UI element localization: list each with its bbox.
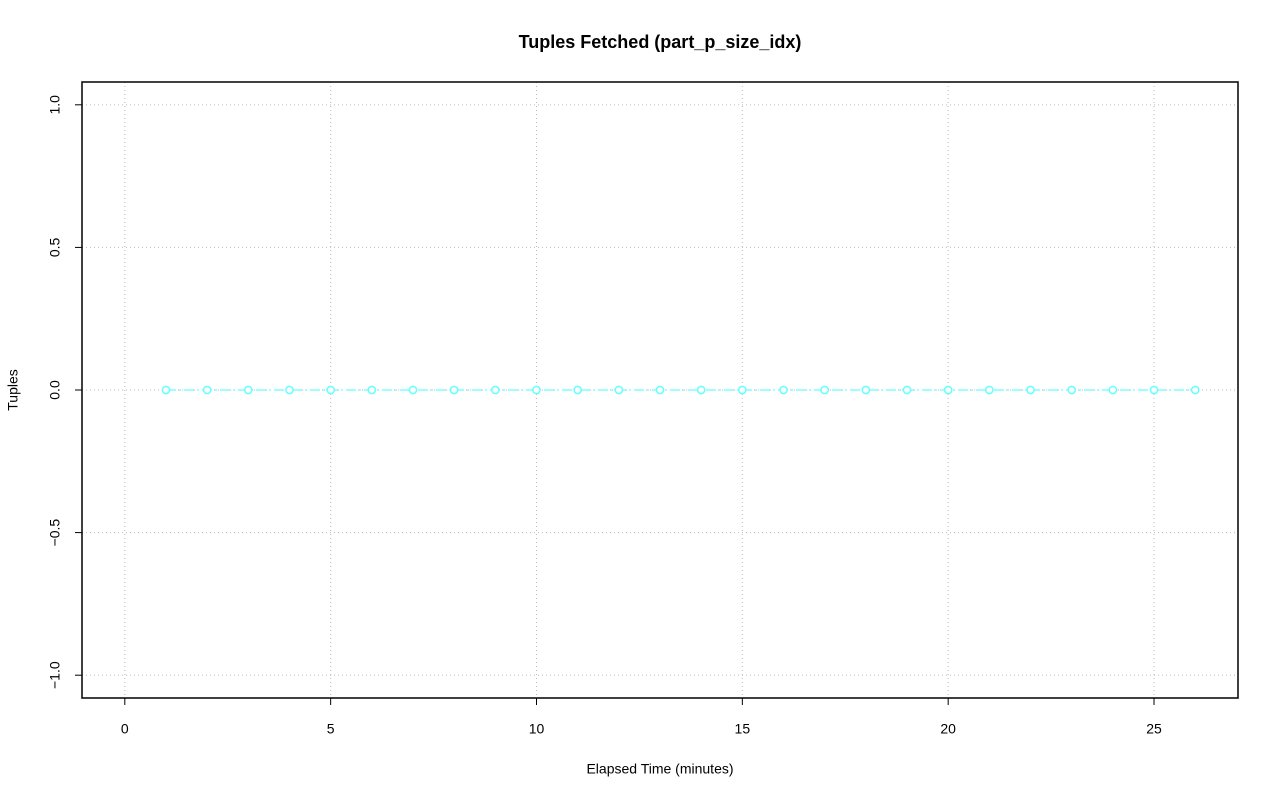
data-point — [573, 385, 583, 395]
data-point — [861, 385, 871, 395]
data-point — [614, 385, 624, 395]
x-tick-label: 0 — [121, 721, 129, 737]
data-point — [490, 385, 500, 395]
data-point — [285, 385, 294, 395]
data-point — [1067, 385, 1077, 395]
data-point — [202, 385, 212, 395]
data-point — [820, 385, 830, 395]
data-point — [243, 385, 253, 395]
data-point — [161, 385, 171, 395]
data-point — [1190, 385, 1200, 395]
data-point — [532, 385, 541, 395]
data-point — [326, 385, 336, 395]
data-point — [449, 385, 459, 395]
data-point — [655, 385, 665, 395]
x-tick-label: 15 — [735, 721, 751, 737]
x-tick-label: 20 — [940, 721, 956, 737]
data-point — [696, 385, 706, 395]
data-point — [1026, 385, 1035, 395]
data-point — [902, 385, 912, 395]
x-tick-label: 25 — [1146, 721, 1162, 737]
y-axis-label: Tuples — [5, 369, 21, 411]
x-tick-label: 5 — [327, 721, 335, 737]
data-point — [984, 385, 994, 395]
data-point — [779, 385, 788, 395]
data-point — [943, 385, 953, 395]
data-point — [367, 385, 377, 395]
plot-frame — [81, 81, 1239, 699]
chart-title: Tuples Fetched (part_p_size_idx) — [519, 32, 802, 52]
data-point — [1108, 385, 1118, 395]
data-point — [737, 385, 747, 395]
x-tick-label: 10 — [529, 721, 545, 737]
y-tick-label: 0.5 — [47, 237, 63, 257]
y-tick-label: 0.0 — [47, 380, 63, 400]
y-tick-label: 1.0 — [47, 95, 63, 115]
data-point — [408, 385, 418, 395]
y-tick-label: −0.5 — [47, 519, 63, 547]
y-tick-label: −1.0 — [47, 661, 63, 689]
x-axis-label: Elapsed Time (minutes) — [586, 761, 733, 777]
data-point — [1149, 385, 1159, 395]
